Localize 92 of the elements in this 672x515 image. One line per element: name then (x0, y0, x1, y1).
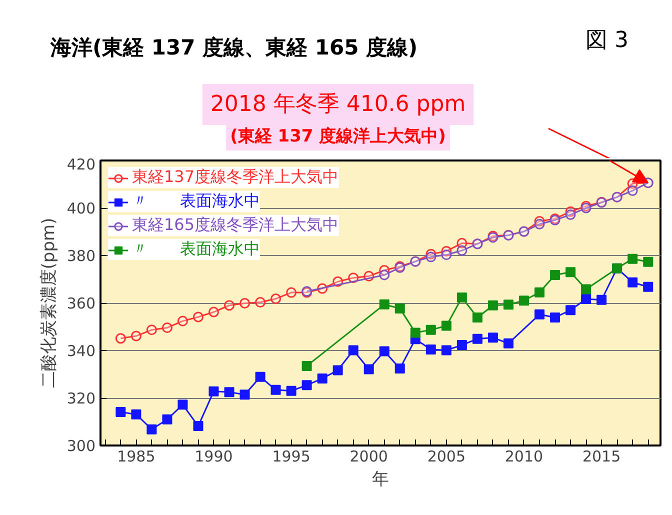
point (116, 407, 126, 418)
point (255, 297, 266, 308)
point (162, 414, 172, 424)
y-tick-label: 400 (66, 200, 96, 218)
x-tick-label: 2000 (350, 448, 388, 466)
point (628, 254, 638, 264)
point (565, 209, 576, 220)
caption: 図 3 (586, 28, 628, 53)
x-tick-label: 2005 (427, 448, 466, 466)
point (518, 296, 529, 306)
point (643, 256, 654, 267)
point (317, 374, 328, 384)
point (456, 340, 467, 350)
point (177, 316, 188, 326)
point (441, 250, 452, 260)
point (441, 320, 452, 331)
point (566, 305, 576, 316)
point (270, 384, 281, 395)
point (643, 282, 654, 292)
legend-label: 〃 表面海水中 (132, 191, 260, 212)
point (426, 344, 436, 355)
point (302, 360, 312, 371)
point (208, 386, 219, 396)
point (550, 312, 560, 322)
point (472, 312, 482, 322)
point (162, 322, 172, 333)
point (286, 287, 297, 298)
point (441, 345, 452, 356)
point (503, 338, 514, 348)
point (456, 245, 468, 256)
x-tick-label: 1985 (117, 448, 156, 466)
point (115, 333, 126, 344)
legend-label: 東経137度線冬季洋上大気中 (132, 167, 339, 188)
x-axis-title: 年 (372, 470, 389, 490)
point (332, 365, 343, 376)
point (192, 312, 204, 322)
x-tick-label: 2015 (582, 448, 621, 466)
point (146, 324, 157, 336)
point (550, 270, 560, 280)
point (628, 277, 638, 288)
chart-title: 海洋(東経 137 度線、東経 165 度線) (50, 36, 418, 60)
point (348, 345, 358, 356)
point (503, 300, 514, 310)
y-tick-label: 300 (66, 437, 96, 455)
point (472, 334, 482, 344)
point (534, 309, 545, 320)
point (410, 328, 420, 338)
point (488, 300, 498, 310)
y-tick-label: 320 (66, 390, 96, 408)
point (581, 294, 592, 304)
point (224, 300, 235, 311)
x-tick-label: 1995 (272, 448, 310, 466)
point (534, 287, 545, 298)
point (302, 380, 312, 390)
y-axis-title: 二酸化炭素濃度(ppm) (38, 218, 59, 388)
legend-label: 〃 表面海水中 (132, 239, 260, 260)
y-tick-label: 380 (66, 247, 96, 265)
point (240, 298, 250, 308)
point (596, 294, 607, 305)
point (379, 299, 390, 310)
x-tick-label: 2010 (504, 448, 544, 466)
point (240, 390, 250, 400)
point (379, 346, 390, 356)
point (208, 306, 219, 318)
point (131, 409, 142, 420)
point (394, 303, 405, 314)
point (394, 364, 405, 374)
point (178, 400, 188, 410)
point (534, 218, 545, 230)
point (255, 372, 266, 382)
point (426, 324, 436, 335)
x-tick-label: 1990 (194, 448, 233, 466)
point (193, 421, 204, 432)
point (364, 364, 374, 374)
point (224, 387, 234, 398)
y-tick-label: 360 (66, 294, 96, 312)
point (146, 424, 157, 434)
y-tick-label: 340 (66, 342, 96, 360)
y-tick-label: 420 (66, 156, 96, 174)
point (130, 330, 142, 342)
point (456, 292, 467, 303)
point (286, 386, 296, 396)
point (581, 284, 592, 294)
point (566, 267, 576, 278)
point (488, 332, 498, 343)
point (270, 293, 282, 304)
point (426, 252, 436, 262)
point (627, 185, 638, 196)
text: 2018 年冬季 410.6 ppm (210, 92, 466, 117)
legend-label: 東経165度線冬季洋上大気中 (132, 215, 339, 236)
point (379, 270, 390, 280)
text: (東経 137 度線洋上大気中) (230, 126, 446, 146)
